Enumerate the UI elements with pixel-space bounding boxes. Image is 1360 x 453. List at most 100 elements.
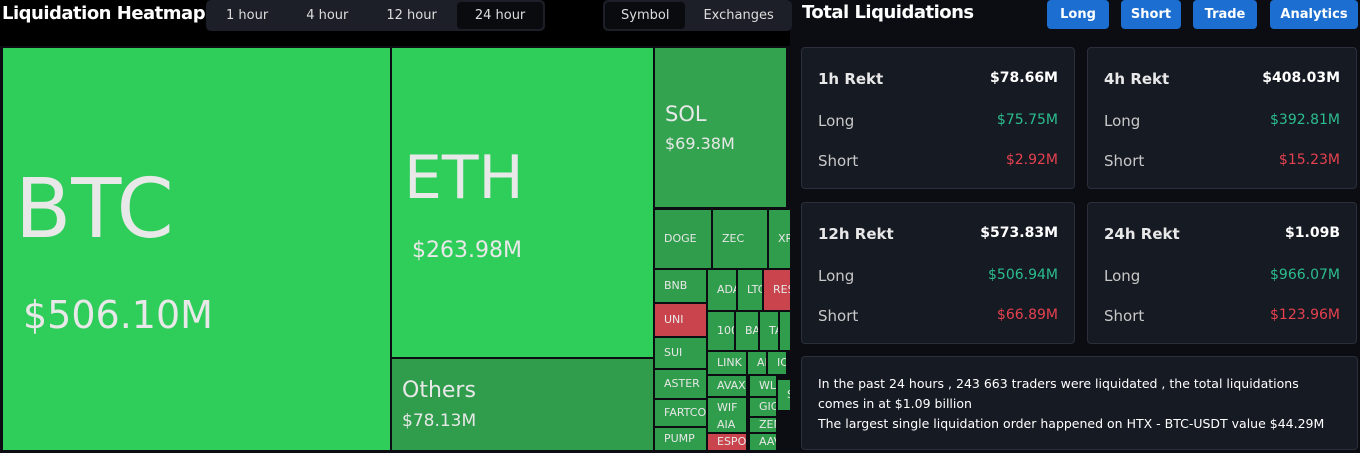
rekt-value: $123.96M xyxy=(1270,307,1340,323)
heatmap-tile[interactable]: AIA xyxy=(708,418,746,432)
timeframe-tab[interactable]: 4 hour xyxy=(306,8,349,23)
heatmap-tile[interactable]: BNB xyxy=(655,270,706,302)
heatmap-tile[interactable]: TAO xyxy=(760,312,778,350)
heatmap-tile[interactable]: SOL $69.38M xyxy=(655,48,786,207)
tile-symbol: AVAX xyxy=(717,379,746,393)
tile-symbol: ZEN xyxy=(759,418,776,432)
timeframe-tab[interactable]: 1 hour xyxy=(226,8,269,23)
nav-button[interactable]: Short xyxy=(1121,0,1181,29)
heatmap-tile[interactable]: ZEC xyxy=(713,210,767,268)
tile-symbol: LINK xyxy=(717,356,742,370)
rekt-card: 24h Rekt $1.09B Long $966.07M Short $123.96M xyxy=(1087,202,1357,344)
tile-symbol: DOGE xyxy=(664,232,697,246)
info-line: In the past 24 hours , 243 663 traders w… xyxy=(818,376,1299,411)
totals-title: Total Liquidations xyxy=(802,2,974,23)
rekt-row: Short $2.92M xyxy=(818,152,1058,170)
rekt-label: Long xyxy=(1104,267,1141,285)
rekt-value: $75.75M xyxy=(996,112,1058,128)
heatmap-tile[interactable]: AAVE xyxy=(750,434,776,450)
heatmap-tile[interactable]: LINK xyxy=(708,352,746,374)
tile-symbol: 1000PEPE xyxy=(717,324,734,338)
tile-symbol: XRP xyxy=(778,232,790,246)
heatmap-tile[interactable]: PUMP xyxy=(655,428,706,450)
heatmap-tile[interactable]: WIF xyxy=(708,398,746,418)
tile-symbol: ETH xyxy=(404,143,524,213)
heatmap-tile[interactable]: UNI xyxy=(655,304,706,336)
rekt-row: 1h Rekt $78.66M xyxy=(818,70,1058,88)
rekt-row: Long $966.07M xyxy=(1104,267,1340,285)
rekt-label: 24h Rekt xyxy=(1104,225,1180,243)
heatmap-tile[interactable]: 1000PEPE xyxy=(708,312,734,350)
nav-button[interactable]: Trade xyxy=(1193,0,1257,29)
heatmap-tile[interactable]: WLD xyxy=(750,376,776,396)
rekt-row: Short $15.23M xyxy=(1104,152,1340,170)
heatmap-tile[interactable]: FARTCOIN xyxy=(655,400,706,426)
heatmap-tile[interactable]: SUI xyxy=(655,338,706,368)
rekt-value: $408.03M xyxy=(1262,70,1340,86)
rekt-row: Short $66.89M xyxy=(818,307,1058,325)
rekt-value: $2.92M xyxy=(1005,152,1058,168)
heatmap-tile[interactable]: ETH $263.98M xyxy=(392,48,653,357)
rekt-label: Short xyxy=(1104,152,1145,170)
heatmap-tile[interactable]: S xyxy=(778,380,790,410)
rekt-card: 4h Rekt $408.03M Long $392.81M Short $15.23M xyxy=(1087,47,1357,189)
heatmap-tile[interactable]: XRP xyxy=(769,210,790,268)
rekt-row: Long $506.94M xyxy=(818,267,1058,285)
rekt-value: $15.23M xyxy=(1278,152,1340,168)
tile-symbol: S xyxy=(787,388,790,401)
rekt-value: $78.66M xyxy=(990,70,1058,86)
tile-symbol: AAVE xyxy=(759,435,776,449)
rekt-value: $392.81M xyxy=(1270,112,1340,128)
tile-symbol: BNB xyxy=(664,279,688,293)
heatmap-tile[interactable]: LTC xyxy=(738,270,762,310)
tile-symbol: BANANA xyxy=(745,324,758,338)
nav-button[interactable]: Analytics xyxy=(1270,0,1358,29)
rekt-row: Long $75.75M xyxy=(818,112,1058,130)
timeframe-tab[interactable]: 24 hour xyxy=(456,2,544,29)
timeframe-tab[interactable]: 12 hour xyxy=(386,8,437,23)
rekt-row: Short $123.96M xyxy=(1104,307,1340,325)
tile-symbol: FARTCOIN xyxy=(664,406,706,420)
rekt-row: 12h Rekt $573.83M xyxy=(818,225,1058,243)
info-line: The largest single liquidation order hap… xyxy=(818,416,1325,431)
rekt-label: Long xyxy=(1104,112,1141,130)
tile-symbol: ESPORTS xyxy=(717,435,746,449)
tile-value: $69.38M xyxy=(665,133,735,153)
rekt-label: 4h Rekt xyxy=(1104,70,1170,88)
tile-value: $78.13M xyxy=(402,410,477,431)
tile-symbol: BTC xyxy=(15,162,174,258)
heatmap-tile[interactable]: ASTER xyxy=(655,370,706,398)
tile-symbol: LTC xyxy=(747,283,762,297)
heatmap-tile[interactable]: DOGE xyxy=(655,210,711,268)
heatmap-tile[interactable]: ESPORTS xyxy=(708,434,746,450)
heatmap-tile[interactable]: APT xyxy=(748,352,766,374)
heatmap-tile[interactable]: Others $78.13M xyxy=(392,359,653,450)
heatmap-tile[interactable]: BANANA xyxy=(736,312,758,350)
heatmap-tile[interactable]: RESOLV xyxy=(764,270,790,310)
heatmap: BTC $506.10M ETH $263.98M Others $78.13M SOL $6… xyxy=(0,46,790,453)
rekt-value: $573.83M xyxy=(980,225,1058,241)
rekt-label: Short xyxy=(818,152,859,170)
tile-symbol: WIF xyxy=(717,401,738,415)
heatmap-tile[interactable]: ADA xyxy=(708,270,736,310)
tile-value: $263.98M xyxy=(412,238,522,263)
heatmap-tile[interactable]: IO xyxy=(768,352,786,374)
rekt-value: $506.94M xyxy=(988,267,1058,283)
tile-symbol: PUMP xyxy=(664,432,695,446)
heatmap-tile[interactable]: ZEN xyxy=(750,418,776,432)
grouping-tab[interactable]: Exchanges xyxy=(703,8,774,23)
heatmap-tile[interactable]: ENA xyxy=(780,312,790,350)
tile-symbol: APT xyxy=(757,356,766,370)
nav-button[interactable]: Long xyxy=(1047,0,1109,29)
tile-symbol: WLD xyxy=(759,379,776,393)
grouping-tab[interactable]: Symbol xyxy=(605,2,686,29)
rekt-value: $1.09B xyxy=(1285,225,1340,241)
tile-symbol: TAO xyxy=(769,324,778,338)
tile-value: $506.10M xyxy=(23,292,213,337)
heatmap-tile[interactable]: BTC $506.10M xyxy=(3,48,390,450)
rekt-card: 12h Rekt $573.83M Long $506.94M Short $66.89M xyxy=(801,202,1075,344)
info-box: In the past 24 hours , 243 663 traders w… xyxy=(801,356,1358,450)
heatmap-tile[interactable]: AVAX xyxy=(708,376,746,396)
heatmap-tile[interactable]: GIGGLE xyxy=(750,398,776,416)
rekt-row: 24h Rekt $1.09B xyxy=(1104,225,1340,243)
